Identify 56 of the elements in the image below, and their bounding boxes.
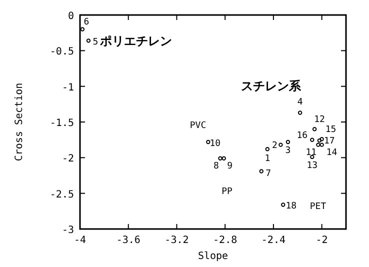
y-tick-label: 0 [68, 11, 74, 22]
annotation: 18 [286, 202, 297, 212]
x-tick-label: -3.2 [164, 235, 189, 246]
annotation: 7 [266, 169, 272, 180]
y-tick-label: -1 [62, 82, 74, 94]
point [281, 202, 286, 207]
y-tick-label: -2 [62, 154, 74, 165]
annotation: ポリエチレン [99, 34, 172, 48]
y-axis-title: Cross Section [14, 82, 25, 162]
annotation: 13 [306, 160, 318, 171]
annotation: 4 [297, 98, 303, 108]
point [86, 38, 91, 43]
point [222, 156, 226, 160]
annotation: PET [310, 202, 327, 212]
point [320, 142, 324, 147]
point [259, 169, 264, 174]
annotation: 6 [84, 17, 90, 28]
x-tick-label: -2.4 [261, 235, 286, 246]
annotation: スチレン系 [241, 79, 302, 93]
x-tick-label: -2 [316, 235, 328, 246]
annotation: 3 [285, 146, 291, 156]
annotation: 2 [272, 140, 278, 151]
point [317, 138, 322, 143]
point [312, 127, 317, 132]
annotation: 9 [227, 161, 233, 172]
annotation: 17 [324, 136, 335, 147]
y-tick-label: -0.5 [50, 46, 74, 58]
point [278, 142, 283, 147]
point [316, 142, 320, 147]
point [298, 110, 302, 115]
annotation: 14 [326, 148, 338, 158]
annotation: 11 [306, 148, 317, 158]
y-tick-label: -2.5 [50, 189, 74, 200]
annotation: 16 [296, 130, 308, 141]
point [286, 140, 290, 144]
point [218, 156, 222, 160]
annotation: 5 [92, 38, 98, 48]
annotation: 8 [214, 161, 219, 172]
x-tick-label: -3.6 [116, 235, 140, 246]
annotation: PVC [190, 121, 206, 131]
x-tick-label: -2.8 [213, 235, 238, 246]
point [320, 137, 324, 142]
annotation: 15 [325, 125, 336, 136]
x-axis-title: Slope [198, 251, 228, 262]
annotation: PP [222, 187, 233, 197]
annotation: 12 [314, 115, 325, 126]
annotation: 10 [210, 138, 221, 149]
annotation: 1 [264, 154, 270, 164]
point [310, 138, 314, 142]
x-tick-label: -4 [74, 235, 86, 246]
point [206, 140, 210, 144]
point [310, 154, 314, 160]
point [80, 27, 85, 32]
y-tick-label: -1.5 [50, 118, 74, 129]
y-tick-label: -3 [62, 225, 74, 236]
point [265, 147, 270, 152]
